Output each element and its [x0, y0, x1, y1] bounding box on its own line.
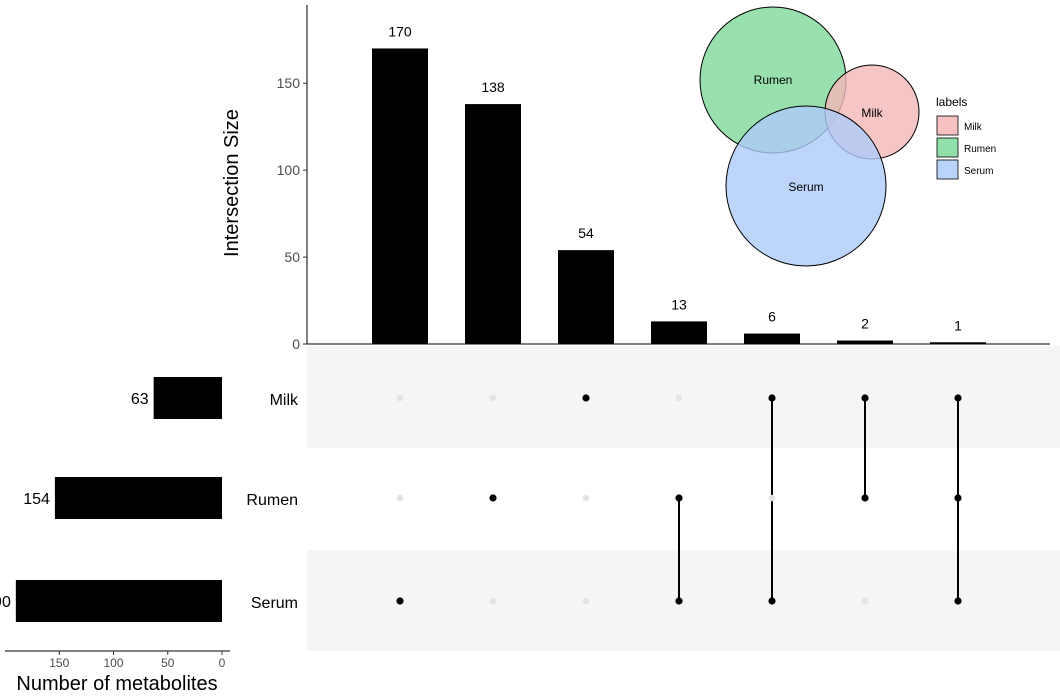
matrix-dot-active	[489, 494, 497, 502]
legend-label: Serum	[964, 166, 993, 177]
intersection-bar	[930, 342, 986, 344]
matrix-dot-inactive	[675, 394, 683, 402]
y-tick-label: 150	[277, 75, 301, 91]
venn-label: Milk	[861, 106, 883, 120]
set-size-tick-label: 50	[161, 656, 175, 670]
matrix-dot-active	[954, 597, 962, 605]
set-size-bar	[15, 580, 222, 622]
set-size-axis-title: Number of metabolites	[16, 673, 217, 695]
intersection-bar	[837, 340, 893, 344]
venn-legend: labels Milk Rumen Serum	[936, 95, 996, 180]
intersection-bar-label: 13	[671, 296, 687, 312]
set-size-bar-label: 190	[0, 594, 11, 611]
matrix-dot-active	[861, 394, 869, 402]
matrix-dot-active	[954, 394, 962, 402]
intersection-bar-label: 170	[388, 23, 412, 39]
venn-label: Serum	[788, 180, 823, 194]
matrix-dot-inactive	[582, 597, 590, 605]
venn-circle-serum	[725, 105, 887, 267]
y-tick-label: 0	[292, 336, 300, 352]
intersection-bar-label: 138	[481, 79, 505, 95]
set-size-bar	[54, 477, 222, 519]
matrix-dot-inactive	[489, 597, 497, 605]
intersection-matrix	[396, 394, 962, 605]
matrix-dot-active	[582, 394, 590, 402]
intersection-y-axis: 0 50 100 150	[277, 5, 1050, 352]
matrix-dot-active	[768, 394, 776, 402]
venn-diagram: Rumen Milk Serum	[699, 6, 920, 267]
legend-label: Rumen	[964, 144, 996, 155]
intersection-bar	[465, 104, 521, 344]
matrix-dot-inactive	[489, 394, 497, 402]
legend-swatch	[936, 159, 959, 180]
set-size-bars: 63 Milk 154 Rumen 190 Serum 150 100 50 0	[0, 377, 299, 670]
intersection-bar	[744, 333, 800, 344]
set-size-tick-label: 100	[103, 656, 123, 670]
set-name-label: Serum	[251, 595, 298, 612]
set-name-label: Milk	[270, 392, 299, 409]
matrix-background	[307, 346, 1060, 651]
matrix-dot-active	[675, 597, 683, 605]
intersection-bar	[651, 321, 707, 344]
matrix-dot-inactive	[582, 494, 590, 502]
matrix-dot-active	[768, 597, 776, 605]
intersection-bar-label: 54	[578, 225, 594, 241]
intersection-bar	[372, 48, 428, 344]
intersection-bar-label: 2	[861, 316, 869, 332]
y-tick-label: 50	[284, 249, 300, 265]
y-axis-title: Intersection Size	[221, 109, 243, 257]
y-tick-label: 100	[277, 162, 301, 178]
matrix-band-milk	[307, 346, 1060, 448]
matrix-dot-inactive	[396, 494, 404, 502]
set-size-tick-label: 0	[219, 656, 226, 670]
set-size-bar-label: 63	[131, 391, 149, 408]
matrix-dot-active	[861, 494, 869, 502]
intersection-bars: 170 138 54 13 6 2 1	[372, 23, 986, 344]
matrix-band-serum	[307, 550, 1060, 651]
intersection-bar	[558, 250, 614, 344]
matrix-dot-inactive	[768, 494, 776, 502]
set-size-bar-label: 154	[23, 491, 50, 508]
matrix-dot-active	[396, 597, 404, 605]
set-size-bar	[153, 377, 222, 419]
set-name-label: Rumen	[246, 492, 298, 509]
intersection-bar-label: 6	[768, 309, 776, 325]
legend-title: labels	[936, 95, 967, 109]
matrix-dot-active	[675, 494, 683, 502]
legend-swatch	[936, 115, 959, 136]
intersection-bar-label: 1	[954, 317, 962, 333]
matrix-dot-inactive	[396, 394, 404, 402]
matrix-dot-active	[954, 494, 962, 502]
legend-label: Milk	[964, 122, 983, 133]
venn-label: Rumen	[754, 73, 793, 87]
matrix-dot-inactive	[861, 597, 869, 605]
legend-swatch	[936, 137, 959, 158]
set-size-tick-label: 150	[49, 656, 69, 670]
